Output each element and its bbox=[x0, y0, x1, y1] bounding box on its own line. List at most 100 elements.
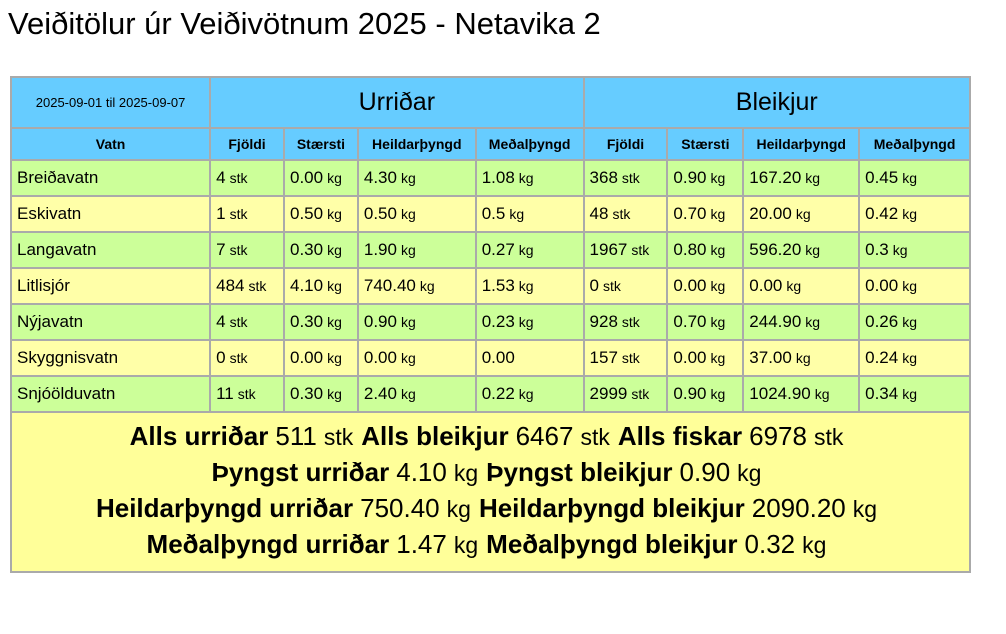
cell-value: 20.00 bbox=[749, 204, 792, 223]
group-header: Urriðar bbox=[209, 76, 585, 129]
cell-value: 0 bbox=[216, 348, 226, 367]
cell-unit: kg bbox=[902, 386, 918, 402]
cell-value: 0.45 bbox=[865, 168, 899, 187]
data-cell: 0.42 kg bbox=[858, 195, 971, 233]
cell-value: 167.20 bbox=[749, 168, 802, 187]
summary-value: 0.90 bbox=[679, 457, 731, 487]
summary-value: 4.10 bbox=[396, 457, 447, 487]
cell-unit: kg bbox=[509, 206, 525, 222]
cell-value: 1.08 bbox=[481, 168, 515, 187]
data-cell: 0.50 kg bbox=[356, 195, 477, 233]
data-cell: 167.20 kg bbox=[742, 159, 861, 197]
cell-value: 0.5 bbox=[481, 204, 506, 223]
data-cell: 20.00 kg bbox=[742, 195, 861, 233]
cell-unit: kg bbox=[327, 170, 342, 186]
cell-value: 1 bbox=[216, 204, 226, 223]
period: 2025-09-01 til 2025-09-07 bbox=[9, 76, 212, 129]
cell-unit: kg bbox=[814, 386, 830, 402]
cell-value: 368 bbox=[589, 168, 618, 187]
cell-value: 1024.90 bbox=[749, 384, 811, 403]
cell-unit: kg bbox=[805, 170, 821, 186]
cell-unit: kg bbox=[400, 170, 416, 186]
data-cell: 0.23 kg bbox=[474, 303, 585, 341]
column-header: Heildarþyngd bbox=[356, 127, 477, 161]
data-cell: 7 stk bbox=[209, 231, 285, 269]
group-header: Bleikjur bbox=[582, 76, 972, 129]
data-cell: 4 stk bbox=[209, 303, 285, 341]
cell-unit: kg bbox=[795, 206, 811, 222]
column-header: Stærsti bbox=[282, 127, 359, 161]
cell-value: 0 bbox=[589, 276, 600, 295]
cell-unit: kg bbox=[902, 278, 918, 294]
column-header: Fjöldi bbox=[582, 127, 669, 161]
data-cell: 0.5 kg bbox=[474, 195, 585, 233]
cell-value: 0.70 bbox=[673, 312, 707, 331]
cell-value: 0.00 bbox=[289, 168, 324, 187]
data-cell: 0.50 kg bbox=[282, 195, 359, 233]
cell-value: 0.90 bbox=[673, 384, 707, 403]
summary-line: Meðalþyngd urriðar 1.47 kg Meðalþyngd bleik… bbox=[12, 527, 969, 563]
data-cell: 0.00 kg bbox=[666, 267, 745, 305]
summary-unit: kg bbox=[802, 532, 827, 558]
column-header: Meðalþyngd bbox=[474, 127, 585, 161]
summary-unit: stk bbox=[323, 424, 354, 450]
data-cell: 0.00 kg bbox=[282, 159, 359, 197]
data-cell: 0.30 kg bbox=[282, 231, 359, 269]
cell-value: 4.10 bbox=[289, 276, 324, 295]
summary-value: 1.47 bbox=[396, 529, 447, 559]
data-cell: 1.08 kg bbox=[474, 159, 585, 197]
cell-value: 0.42 bbox=[865, 204, 899, 223]
data-cell: 368 stk bbox=[582, 159, 669, 197]
cell-value: 0.90 bbox=[673, 168, 707, 187]
cell-unit: kg bbox=[327, 350, 342, 366]
cell-unit: stk bbox=[621, 350, 640, 366]
cell-unit: kg bbox=[795, 350, 811, 366]
cell-unit: kg bbox=[327, 206, 342, 222]
page-title: Veiðitölur úr Veiðivötnum 2025 - Netavik… bbox=[8, 6, 601, 41]
data-cell: 740.40 kg bbox=[356, 267, 477, 305]
cell-unit: kg bbox=[400, 242, 416, 258]
data-cell: 0 stk bbox=[582, 267, 669, 305]
cell-value: 2999 bbox=[589, 384, 628, 403]
summary-unit: kg bbox=[446, 496, 471, 522]
cell-value: 596.20 bbox=[749, 240, 802, 259]
cell-unit: kg bbox=[902, 314, 918, 330]
cell-value: 740.40 bbox=[363, 276, 416, 295]
cell-value: 0.3 bbox=[865, 240, 889, 259]
cell-unit: kg bbox=[805, 242, 821, 258]
cell-value: 4 bbox=[216, 168, 226, 187]
cell-value: 0.00 bbox=[865, 276, 899, 295]
cell-unit: kg bbox=[518, 278, 534, 294]
cell-value: 0.50 bbox=[363, 204, 397, 223]
data-cell: 928 stk bbox=[582, 303, 669, 341]
data-cell: 11 stk bbox=[209, 375, 285, 413]
summary-label: Alls bleikjur bbox=[361, 421, 509, 451]
cell-unit: stk bbox=[248, 278, 267, 294]
cell-unit: stk bbox=[621, 314, 640, 330]
data-cell: 0.22 kg bbox=[474, 375, 585, 413]
cell-unit: kg bbox=[710, 350, 726, 366]
summary-value: 750.40 bbox=[360, 493, 440, 523]
cell-unit: kg bbox=[902, 350, 918, 366]
cell-unit: kg bbox=[710, 278, 726, 294]
data-cell: 0 stk bbox=[209, 339, 285, 377]
summary-label: Meðalþyngd urriðar bbox=[146, 529, 390, 559]
cell-unit: kg bbox=[327, 314, 342, 330]
lake-name: Litlisjór bbox=[9, 267, 212, 305]
cell-unit: kg bbox=[400, 386, 416, 402]
cell-unit: kg bbox=[710, 242, 726, 258]
data-cell: 0.70 kg bbox=[666, 195, 745, 233]
group-header-row: 2025-09-01 til 2025-09-07 Urriðar Bleikjur bbox=[9, 76, 972, 129]
summary-label: Meðalþyngd bleikjur bbox=[486, 529, 738, 559]
summary-value: 6467 bbox=[515, 421, 574, 451]
summary-line: Þyngst urriðar 4.10 kg Þyngst bleikjur 0.90 k… bbox=[12, 455, 969, 491]
cell-unit: stk bbox=[229, 170, 248, 186]
data-cell: 0.00 kg bbox=[282, 339, 359, 377]
lake-name: Snjóölduvatn bbox=[9, 375, 212, 413]
cell-unit: kg bbox=[518, 314, 534, 330]
data-cell: 37.00 kg bbox=[742, 339, 861, 377]
data-cell: 48 stk bbox=[582, 195, 669, 233]
cell-value: 7 bbox=[216, 240, 226, 259]
cell-value: 0.24 bbox=[865, 348, 899, 367]
